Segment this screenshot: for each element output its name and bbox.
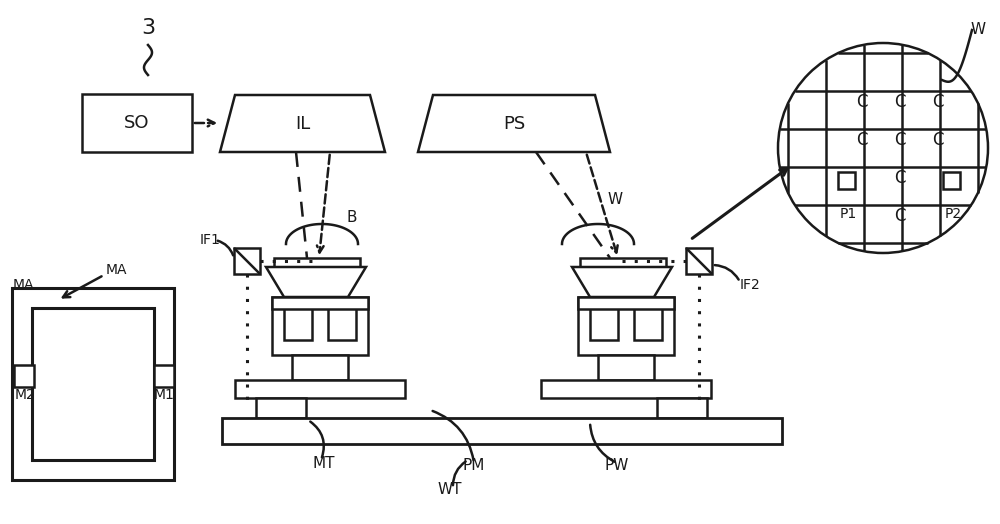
Polygon shape xyxy=(235,380,405,398)
Text: P2: P2 xyxy=(944,207,962,221)
Text: PW: PW xyxy=(605,458,629,474)
Text: W: W xyxy=(970,23,986,38)
Polygon shape xyxy=(256,398,306,418)
Text: WT: WT xyxy=(438,483,462,497)
Text: C: C xyxy=(932,131,944,149)
Text: PM: PM xyxy=(463,457,485,473)
Polygon shape xyxy=(578,297,674,309)
Polygon shape xyxy=(154,365,174,387)
Text: MT: MT xyxy=(313,455,335,471)
Polygon shape xyxy=(686,248,712,274)
Polygon shape xyxy=(657,398,707,418)
Polygon shape xyxy=(32,308,154,460)
Text: MA: MA xyxy=(105,263,127,277)
Polygon shape xyxy=(12,288,174,480)
Polygon shape xyxy=(82,94,192,152)
Polygon shape xyxy=(272,297,368,309)
Polygon shape xyxy=(222,418,782,444)
Polygon shape xyxy=(14,365,34,387)
Text: W: W xyxy=(607,192,623,208)
Polygon shape xyxy=(943,172,960,189)
Text: IF2: IF2 xyxy=(740,278,761,292)
Polygon shape xyxy=(598,355,654,380)
Polygon shape xyxy=(578,297,674,355)
Text: C: C xyxy=(856,93,868,111)
Text: P1: P1 xyxy=(839,207,857,221)
Polygon shape xyxy=(272,297,368,355)
Polygon shape xyxy=(418,95,610,152)
Text: PS: PS xyxy=(503,115,525,133)
Polygon shape xyxy=(590,305,618,340)
Polygon shape xyxy=(328,305,356,340)
Polygon shape xyxy=(234,248,260,274)
Text: C: C xyxy=(894,207,906,225)
Polygon shape xyxy=(266,267,366,297)
Circle shape xyxy=(778,43,988,253)
Text: IL: IL xyxy=(295,115,311,133)
Text: B: B xyxy=(347,211,357,225)
Polygon shape xyxy=(284,305,312,340)
Text: M2: M2 xyxy=(15,388,35,402)
Polygon shape xyxy=(292,355,348,380)
Polygon shape xyxy=(274,258,360,267)
Text: MA: MA xyxy=(13,278,34,292)
Polygon shape xyxy=(634,305,662,340)
Text: C: C xyxy=(894,93,906,111)
Text: C: C xyxy=(856,131,868,149)
Polygon shape xyxy=(580,258,666,267)
Text: IF1: IF1 xyxy=(200,233,221,247)
Text: SO: SO xyxy=(124,114,150,132)
Text: C: C xyxy=(894,131,906,149)
Polygon shape xyxy=(572,267,672,297)
Text: M1: M1 xyxy=(154,388,174,402)
Polygon shape xyxy=(838,172,855,189)
Text: C: C xyxy=(894,169,906,187)
Text: 3: 3 xyxy=(141,18,155,38)
Polygon shape xyxy=(220,95,385,152)
Text: C: C xyxy=(932,93,944,111)
Polygon shape xyxy=(541,380,711,398)
